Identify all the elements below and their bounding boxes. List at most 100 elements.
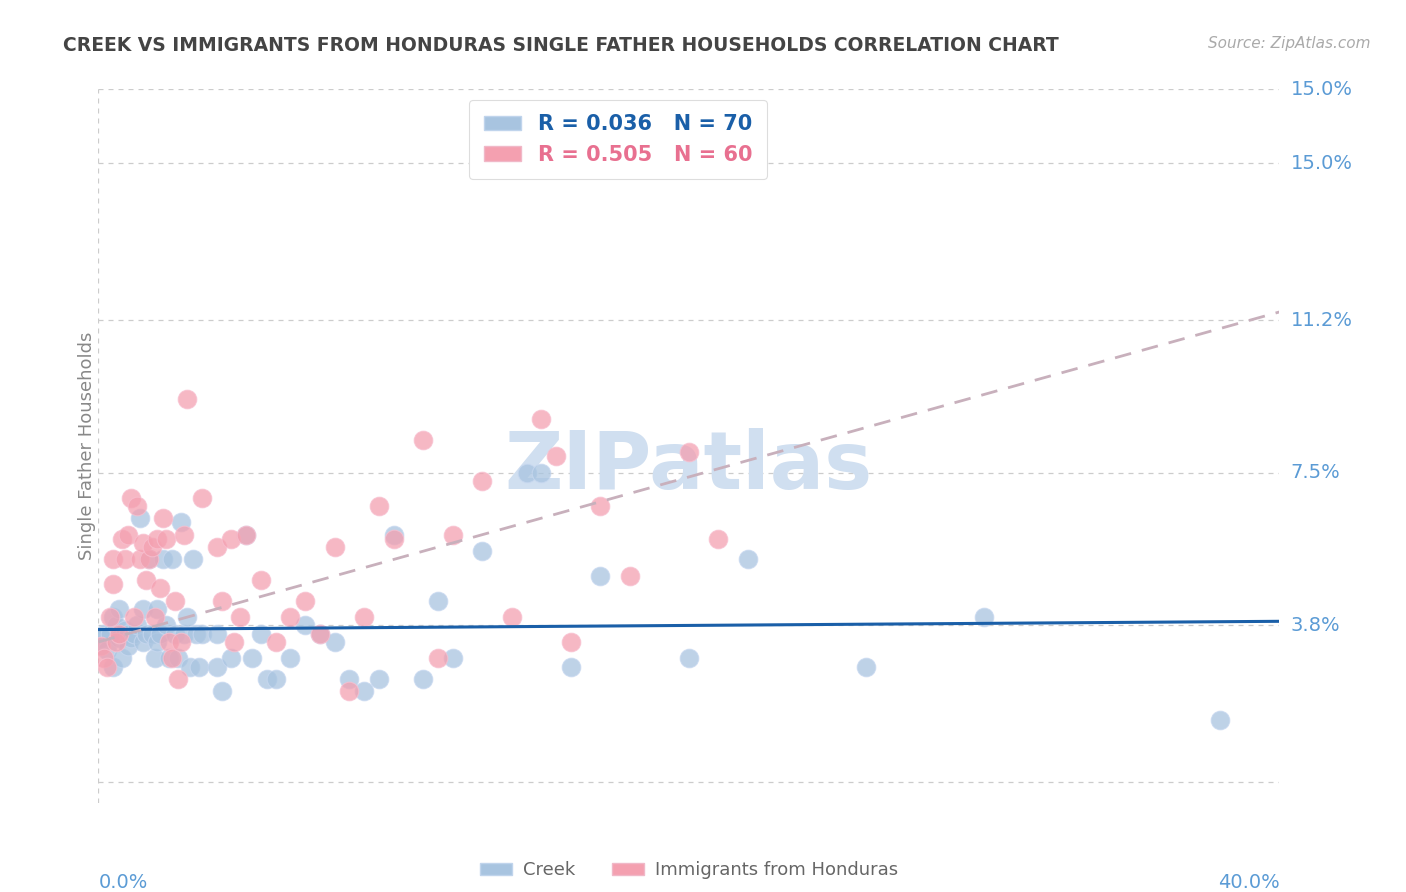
Point xyxy=(170,516,193,530)
Point xyxy=(250,573,273,587)
Point xyxy=(167,651,190,665)
Point xyxy=(108,631,131,645)
Point xyxy=(294,593,316,607)
Point xyxy=(117,639,139,653)
Point xyxy=(427,651,450,665)
Point xyxy=(294,618,316,632)
Legend: Creek, Immigrants from Honduras: Creek, Immigrants from Honduras xyxy=(472,855,905,887)
Point xyxy=(149,582,172,596)
Point xyxy=(103,577,125,591)
Point xyxy=(264,672,287,686)
Point xyxy=(125,499,148,513)
Text: 3.8%: 3.8% xyxy=(1291,616,1340,635)
Point xyxy=(90,639,112,653)
Point xyxy=(678,445,700,459)
Point xyxy=(619,569,641,583)
Point xyxy=(973,610,995,624)
Point xyxy=(530,412,553,426)
Point xyxy=(132,635,155,649)
Point xyxy=(93,626,115,640)
Point xyxy=(219,651,242,665)
Point xyxy=(117,626,139,640)
Point xyxy=(219,532,242,546)
Point xyxy=(250,626,273,640)
Point xyxy=(170,635,193,649)
Point xyxy=(191,626,214,640)
Point xyxy=(143,610,166,624)
Text: 40.0%: 40.0% xyxy=(1218,873,1279,892)
Point xyxy=(855,659,877,673)
Point xyxy=(205,659,228,673)
Point xyxy=(98,626,121,640)
Point xyxy=(155,618,177,632)
Point xyxy=(323,635,346,649)
Text: 7.5%: 7.5% xyxy=(1291,463,1340,483)
Point xyxy=(155,532,177,546)
Point xyxy=(471,544,494,558)
Point xyxy=(560,635,582,649)
Point xyxy=(368,672,391,686)
Point xyxy=(103,659,125,673)
Point xyxy=(235,527,257,541)
Point xyxy=(96,659,118,673)
Point xyxy=(111,532,134,546)
Point xyxy=(120,631,142,645)
Point xyxy=(117,527,139,541)
Point xyxy=(412,672,434,686)
Point xyxy=(707,532,730,546)
Point xyxy=(427,593,450,607)
Point xyxy=(128,511,150,525)
Point xyxy=(111,651,134,665)
Point xyxy=(229,610,252,624)
Point xyxy=(337,672,360,686)
Point xyxy=(353,610,375,624)
Point xyxy=(132,602,155,616)
Point xyxy=(211,684,233,698)
Point xyxy=(93,651,115,665)
Text: 15.0%: 15.0% xyxy=(1291,154,1353,173)
Point xyxy=(337,684,360,698)
Point xyxy=(103,610,125,624)
Point xyxy=(173,527,195,541)
Point xyxy=(1209,714,1232,728)
Point xyxy=(152,511,174,525)
Point xyxy=(181,552,204,566)
Point xyxy=(256,672,278,686)
Point xyxy=(179,659,201,673)
Point xyxy=(441,527,464,541)
Point xyxy=(530,466,553,480)
Point xyxy=(135,573,157,587)
Text: 0.0%: 0.0% xyxy=(98,873,148,892)
Point xyxy=(176,610,198,624)
Point xyxy=(235,527,257,541)
Text: Source: ZipAtlas.com: Source: ZipAtlas.com xyxy=(1208,36,1371,51)
Point xyxy=(105,618,128,632)
Point xyxy=(589,499,612,513)
Point xyxy=(589,569,612,583)
Point xyxy=(471,474,494,488)
Point xyxy=(162,651,183,665)
Point xyxy=(122,626,145,640)
Point xyxy=(205,626,228,640)
Point xyxy=(309,626,332,640)
Point xyxy=(240,651,263,665)
Point xyxy=(122,610,145,624)
Point xyxy=(560,659,582,673)
Point xyxy=(125,618,148,632)
Point xyxy=(162,552,183,566)
Point xyxy=(149,626,172,640)
Point xyxy=(211,593,233,607)
Point xyxy=(146,532,169,546)
Point xyxy=(132,536,155,550)
Text: ZIPatlas: ZIPatlas xyxy=(505,428,873,507)
Text: CREEK VS IMMIGRANTS FROM HONDURAS SINGLE FATHER HOUSEHOLDS CORRELATION CHART: CREEK VS IMMIGRANTS FROM HONDURAS SINGLE… xyxy=(63,36,1059,54)
Point xyxy=(205,540,228,554)
Point xyxy=(103,552,125,566)
Point xyxy=(184,626,207,640)
Point xyxy=(264,635,287,649)
Point xyxy=(382,532,405,546)
Point xyxy=(412,433,434,447)
Point xyxy=(515,466,537,480)
Text: 11.2%: 11.2% xyxy=(1291,310,1353,330)
Point xyxy=(98,610,121,624)
